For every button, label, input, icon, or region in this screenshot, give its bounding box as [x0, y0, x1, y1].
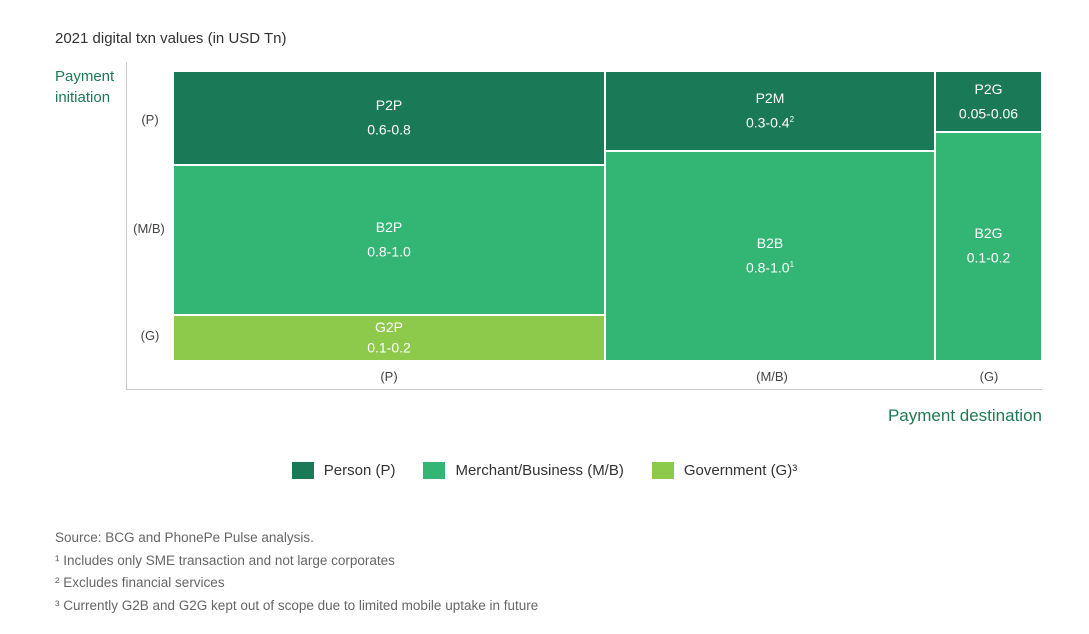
legend-swatch-government — [651, 462, 674, 479]
footnote-3: ³ Currently G2B and G2G kept out of scop… — [55, 597, 539, 613]
cell-b2g: B2G 0.1-0.2 — [935, 132, 1042, 361]
cell-p2p-value: 0.6-0.8 — [367, 121, 411, 138]
cell-p2p: P2P 0.6-0.8 — [173, 71, 605, 165]
cell-p2m: P2M 0.3-0.42 — [605, 71, 935, 151]
mosaic-plot: P2P 0.6-0.8 B2P 0.8-1.0 G2P 0.1-0.2 P2M … — [173, 71, 1042, 361]
cell-b2b-value: 0.8-1.01 — [745, 259, 795, 276]
legend-swatch-person — [291, 462, 314, 479]
cell-g2p-value: 0.1-0.2 — [367, 339, 411, 356]
x-axis-label: Payment destination — [887, 406, 1042, 425]
legend-item-merchant: Merchant/Business (M/B) — [423, 462, 624, 479]
x-tick-p: (P) — [380, 369, 398, 384]
cell-p2p-label: P2P — [375, 97, 403, 114]
cell-p2g-label: P2G — [974, 80, 1003, 97]
legend-label-merchant: Merchant/Business (M/B) — [455, 462, 624, 479]
cell-p2m-label: P2M — [755, 90, 785, 107]
chart-title: 2021 digital txn values (in USD Tn) — [55, 30, 287, 47]
footnotes: Source: BCG and PhonePe Pulse analysis. … — [55, 527, 538, 617]
source-note: Source: BCG and PhonePe Pulse analysis. — [55, 530, 314, 545]
legend-label-government: Government (G)³ — [683, 462, 798, 479]
cell-b2p-value: 0.8-1.0 — [367, 243, 411, 260]
legend-item-government: Government (G)³ — [651, 462, 798, 479]
cell-b2g-label: B2G — [974, 225, 1003, 241]
legend-label-person: Person (P) — [323, 462, 396, 479]
legend-item-person: Person (P) — [291, 462, 396, 479]
footnote-2: ² Excludes financial services — [55, 575, 225, 590]
cell-b2p: B2P 0.8-1.0 — [173, 165, 605, 315]
y-tick-g: (G) — [140, 328, 160, 343]
cell-p2m-value: 0.3-0.42 — [745, 114, 795, 131]
cell-b2b-label: B2B — [756, 235, 784, 252]
legend: Person (P) Merchant/Business (M/B) Gover… — [0, 462, 1089, 479]
legend-swatch-merchant — [423, 462, 446, 479]
x-tick-mb: (M/B) — [756, 369, 788, 384]
footnote-1: ¹ Includes only SME transaction and not … — [55, 552, 395, 568]
y-tick-p: (P) — [141, 112, 159, 127]
cell-p2g-value: 0.05-0.06 — [958, 105, 1019, 122]
cell-g2p-label: G2P — [374, 319, 403, 336]
x-tick-g: (G) — [979, 369, 999, 384]
y-axis-label: Payment initiation — [55, 68, 115, 106]
cell-b2p-label: B2P — [375, 219, 403, 236]
cell-g2p: G2P 0.1-0.2 — [173, 315, 605, 361]
x-axis-line — [126, 389, 1042, 390]
cell-b2g-value: 0.1-0.2 — [966, 249, 1011, 266]
y-tick-mb: (M/B) — [133, 221, 165, 236]
cell-p2g: P2G 0.05-0.06 — [935, 71, 1042, 132]
y-axis-line — [126, 62, 127, 390]
cell-b2b: B2B 0.8-1.01 — [605, 151, 935, 361]
